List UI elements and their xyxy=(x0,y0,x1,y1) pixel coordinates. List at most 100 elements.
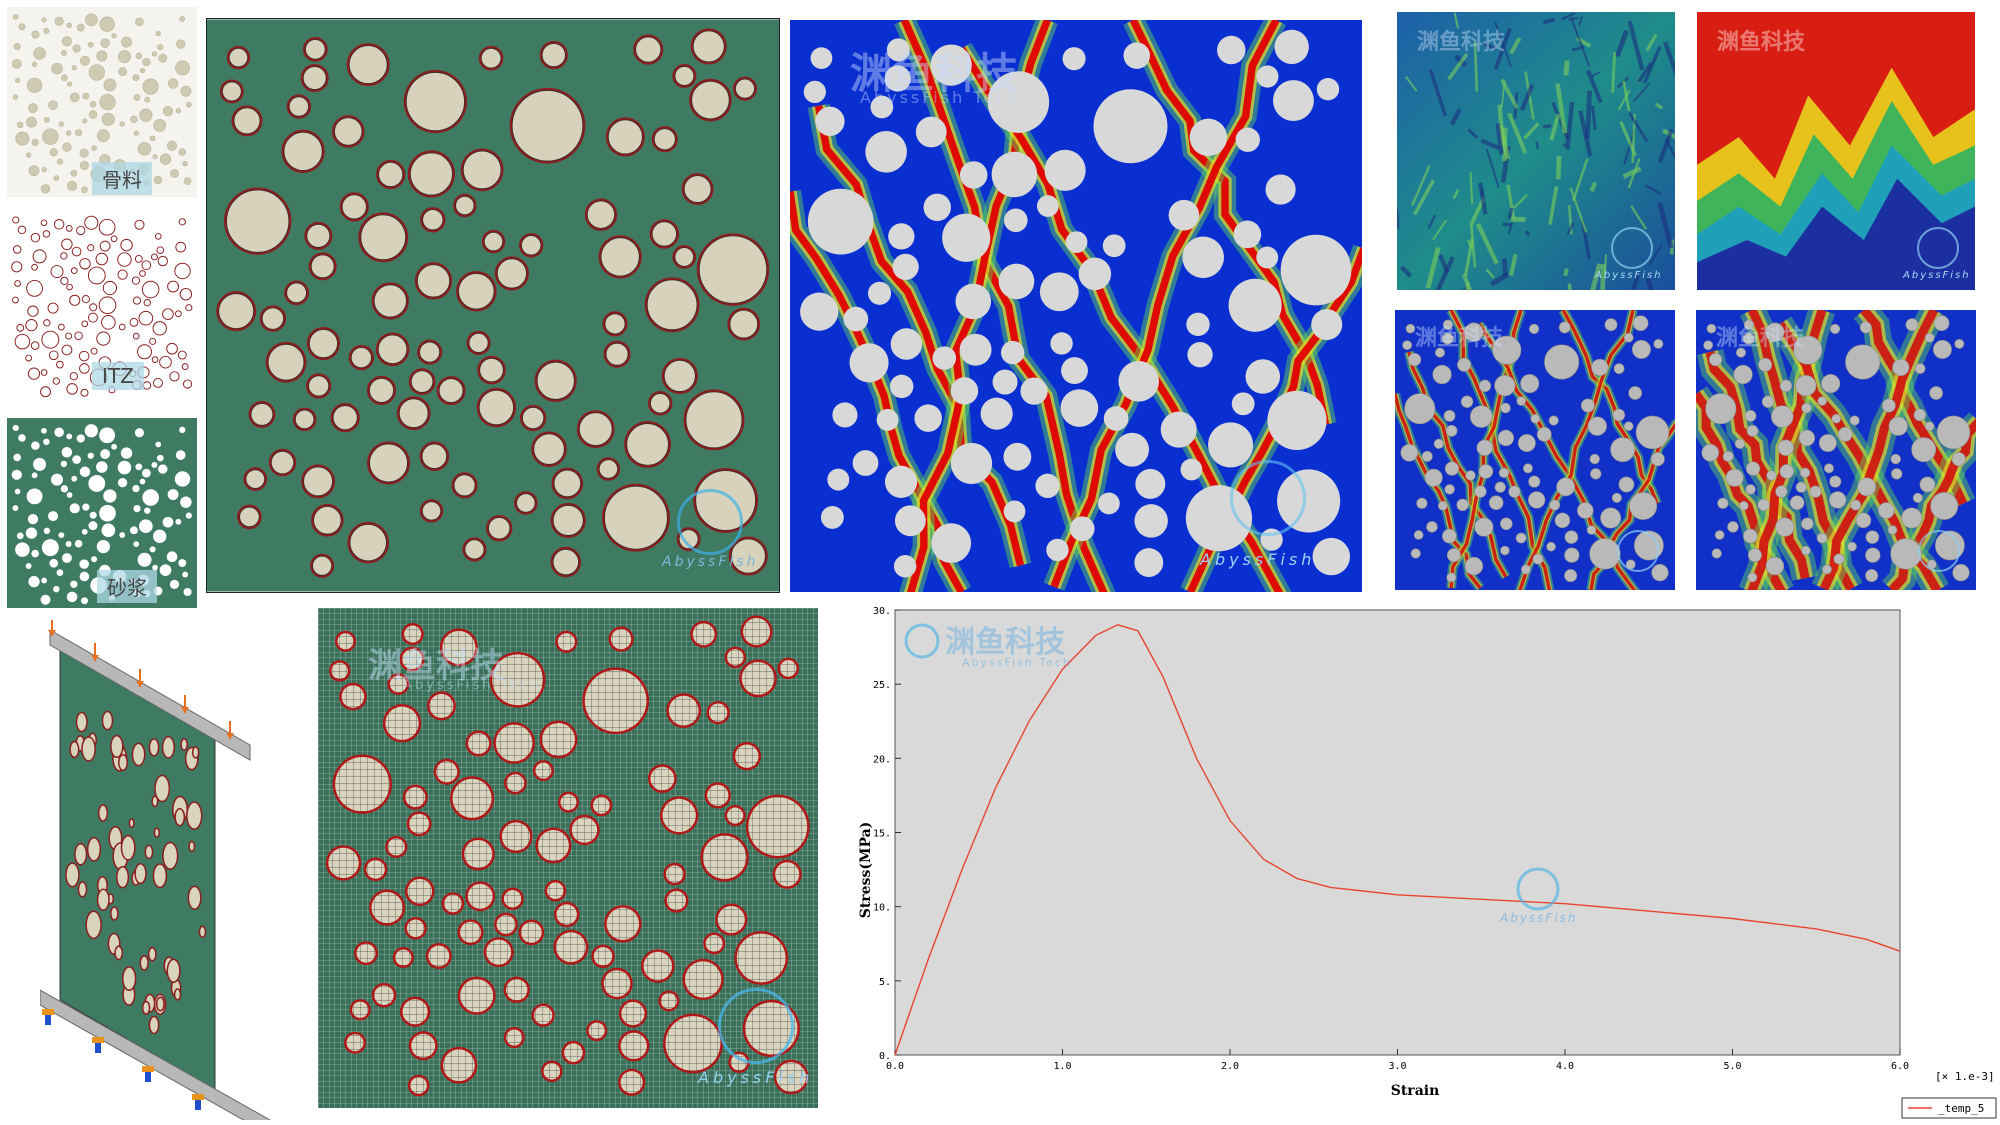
mortar-void xyxy=(84,424,98,438)
aggregate-particle xyxy=(153,175,163,185)
aggregate-particle xyxy=(1828,491,1847,509)
aggregate-particle xyxy=(1407,352,1422,367)
abyssfish-logo-icon xyxy=(1918,530,1960,572)
aggregate-particle xyxy=(870,95,894,119)
aggregate-particle xyxy=(76,23,85,32)
mortar-void xyxy=(174,471,191,487)
stress-streak xyxy=(1648,243,1664,266)
itz-ring xyxy=(41,330,60,349)
aggregate-particle xyxy=(15,77,21,84)
mortar-void xyxy=(66,591,78,603)
aggregate-particle xyxy=(1933,315,1950,332)
itz-ring xyxy=(102,280,118,296)
aggregate-particle xyxy=(1402,340,1413,351)
aggregate-particle xyxy=(1799,467,1811,478)
aggregate-particle xyxy=(1914,363,1926,375)
aggregate-particle xyxy=(173,988,182,1001)
aggregate-mesh xyxy=(460,921,481,943)
aggregate-particle xyxy=(1443,410,1456,422)
aggregate-mesh xyxy=(385,706,419,740)
aggregate-mesh xyxy=(736,933,786,983)
aggregate-mesh xyxy=(460,979,494,1013)
itz-ring xyxy=(11,261,23,273)
aggregate-mesh xyxy=(556,904,577,925)
aggregate-mesh xyxy=(643,951,673,981)
aggregate-particle xyxy=(692,30,725,63)
mortar-void xyxy=(15,542,30,557)
mortar-void xyxy=(66,492,73,498)
aggregate-particle xyxy=(1135,468,1166,499)
aggregate-mesh xyxy=(444,894,462,913)
aggregate-particle xyxy=(166,140,178,151)
aggregate-particle xyxy=(1530,413,1541,424)
logo-watermark-text: AbyssFish xyxy=(1595,270,1663,281)
itz-ring xyxy=(61,344,73,356)
itz-ring xyxy=(95,252,109,266)
itz-ring xyxy=(84,215,99,230)
aggregate-particle xyxy=(1123,42,1151,69)
aggregate-particle xyxy=(41,17,47,23)
itz-ring xyxy=(14,333,31,350)
aggregate-particle xyxy=(832,402,858,428)
mortar-void xyxy=(69,503,80,514)
stress-streak xyxy=(1524,230,1531,237)
aggregate-particle xyxy=(176,39,186,49)
itz-ring xyxy=(25,354,33,362)
aggregate-particle xyxy=(155,996,165,1012)
aggregate-particle xyxy=(1426,521,1438,533)
aggregate-particle xyxy=(1520,374,1540,394)
stress-streak xyxy=(1563,268,1569,277)
aggregate-particle xyxy=(1747,548,1762,563)
aggregate-particle xyxy=(930,44,972,86)
aggregate-particle xyxy=(1235,127,1260,152)
aggregate-particle xyxy=(118,67,127,77)
aggregate-particle xyxy=(1849,415,1860,426)
x-tick-label: 4.0 xyxy=(1556,1061,1574,1072)
itz-ring xyxy=(27,305,39,317)
aggregate-particle xyxy=(110,734,124,759)
aggregate-particle xyxy=(1474,517,1494,537)
itz-ring xyxy=(25,319,38,332)
aggregate-particle xyxy=(1476,439,1493,456)
stress-streak xyxy=(1469,224,1477,268)
aggregate-particle xyxy=(604,485,668,550)
aggregate-particle xyxy=(1474,485,1487,498)
itz-ring xyxy=(132,332,140,340)
stress-streak xyxy=(1478,182,1488,215)
aggregate-particle xyxy=(17,121,24,128)
legend-series-name: _temp_5 xyxy=(1938,1102,1984,1115)
aggregate-particle xyxy=(803,80,826,104)
load-arrow-head-icon xyxy=(226,733,234,739)
mortar-void xyxy=(60,485,69,493)
aggregate-mesh xyxy=(620,1071,643,1094)
stress-streak xyxy=(1600,264,1606,290)
aggregate-particle xyxy=(1500,517,1513,531)
aggregate-particle xyxy=(1779,464,1795,479)
aggregate-particle xyxy=(1494,375,1516,397)
aggregate-particle xyxy=(1103,406,1129,431)
aggregate-particle xyxy=(1711,548,1722,559)
itz-ring xyxy=(175,241,187,253)
stress-streak xyxy=(1485,148,1500,189)
aggregate-particle xyxy=(1589,538,1621,570)
aggregate-particle xyxy=(1546,541,1556,552)
aggregate-particle xyxy=(191,746,200,759)
aggregate-particle xyxy=(175,60,190,76)
aggregate-particle xyxy=(1464,556,1484,576)
stress-streak xyxy=(1611,52,1617,93)
aggregate-particle xyxy=(1517,434,1536,452)
aggregate-mesh xyxy=(352,1001,369,1018)
aggregate-particle xyxy=(950,377,979,405)
aggregate-particle xyxy=(1586,525,1597,535)
aggregate-particle xyxy=(261,307,284,330)
itz-ring xyxy=(40,369,48,376)
stress-streak xyxy=(1463,238,1474,276)
aggregate-particle xyxy=(1589,453,1600,465)
mortar-void xyxy=(18,434,26,442)
mortar-void xyxy=(79,466,91,478)
mortar-void xyxy=(101,523,116,538)
aggregate-particle xyxy=(1039,272,1079,312)
mortar-void xyxy=(43,438,50,446)
aggregate-particle xyxy=(1036,195,1059,217)
boundary-support-icon xyxy=(145,1072,151,1082)
